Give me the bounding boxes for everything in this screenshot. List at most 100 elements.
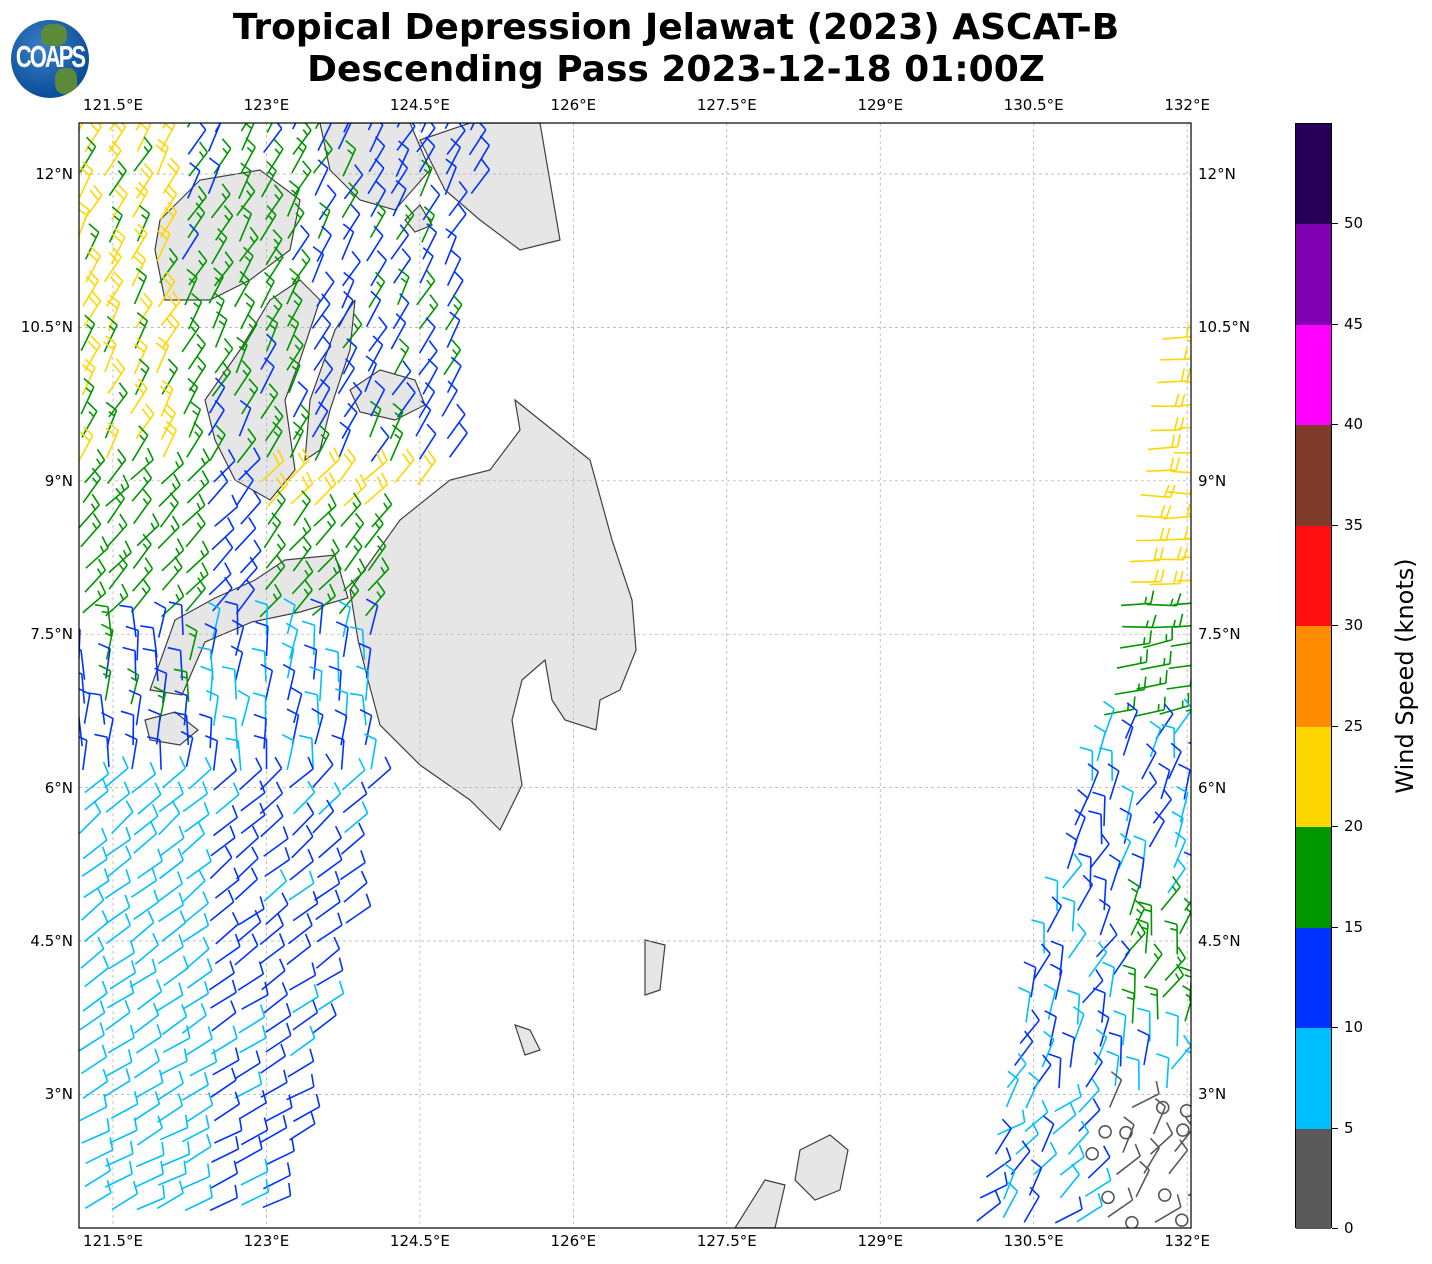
wind-barb: [1092, 987, 1106, 1023]
lat-tick-left: 12°N: [35, 165, 73, 183]
lon-tick-bottom: 124.5°E: [389, 1232, 450, 1250]
wind-barb: [259, 933, 286, 965]
wind-barb: [187, 185, 208, 221]
wind-barb: [130, 223, 148, 260]
wind-barb: [1127, 878, 1140, 916]
wind-barb: [1158, 762, 1171, 800]
wind-barb: [224, 600, 239, 635]
wind-barb: [395, 204, 415, 241]
wind-barb: [289, 1111, 316, 1141]
wind-barb: [82, 827, 108, 860]
wind-barb: [241, 378, 259, 415]
wind-barb: [79, 493, 100, 528]
wind-barb: [82, 980, 108, 1012]
wind-barb: [265, 229, 283, 266]
wind-barb: [120, 710, 135, 745]
plot-title-line2: Descending Pass 2023-12-18 01:00Z: [307, 49, 1045, 90]
wind-barb: [260, 271, 275, 309]
wind-barb: [370, 250, 388, 287]
landmass: [154, 169, 301, 301]
wind-barb: [156, 1180, 184, 1210]
wind-barb: [1092, 791, 1106, 827]
wind-barb: [159, 380, 174, 417]
wind-barb: [109, 1117, 138, 1144]
wind-barb: [259, 913, 285, 946]
wind-barb: [80, 377, 95, 415]
wind-barb: [1136, 670, 1168, 690]
wind-barb: [185, 512, 206, 548]
wind-barb: [161, 910, 187, 942]
wind-barb: [444, 123, 450, 130]
wind-barb: [286, 1073, 315, 1101]
wind-barb: [364, 472, 389, 505]
wind-barb: [1065, 832, 1078, 869]
wind-barb: [337, 290, 354, 328]
colorbar-tick-mark: [1332, 524, 1338, 526]
colorbar-bin: [1296, 124, 1331, 225]
wind-barb: [1184, 900, 1191, 911]
wind-barb: [241, 314, 258, 351]
colorbar-tick-label: 15: [1344, 917, 1364, 936]
wind-barb: [1093, 724, 1107, 762]
wind-barb: [446, 356, 462, 394]
wind-barb: [255, 621, 269, 657]
wind-barb: [94, 733, 110, 768]
wind-barb: [186, 123, 191, 128]
wind-barb: [1167, 742, 1182, 780]
wind-barb: [263, 982, 289, 1014]
colorbar-bin: [1296, 626, 1331, 727]
wind-barb: [159, 123, 176, 152]
wind-barb: [184, 801, 210, 833]
wind-barb: [181, 1072, 209, 1101]
wind-barb: [1142, 626, 1174, 649]
wind-barb: [285, 622, 299, 660]
wind-barb: [161, 538, 185, 572]
wind-barb: [343, 381, 363, 418]
wind-barb: [369, 201, 387, 239]
wind-barb: [87, 692, 106, 725]
wind-barb: [341, 250, 361, 287]
wind-barb: [81, 1117, 110, 1144]
wind-barb: [1067, 1120, 1090, 1155]
colorbar-tick-mark: [1332, 1228, 1338, 1229]
wind-barb: [238, 246, 254, 284]
wind-barb: [315, 511, 337, 546]
wind-barb: [469, 123, 475, 131]
wind-barb: [111, 800, 134, 834]
wind-barb: [1164, 920, 1179, 955]
wind-barb: [97, 642, 111, 679]
wind-barb: [186, 421, 204, 458]
wind-barb: [162, 756, 187, 789]
wind-barb: [80, 314, 96, 352]
wind-barb: [234, 1050, 261, 1080]
colorbar-bin: [1296, 324, 1331, 426]
wind-barb: [367, 335, 384, 372]
wind-barb: [173, 668, 190, 702]
wind-barb: [317, 202, 331, 239]
wind-barb: [81, 358, 96, 396]
wind-barb: [290, 686, 303, 724]
wind-barb: [240, 1117, 269, 1146]
colorbar-tick-mark: [1332, 1027, 1338, 1029]
lat-tick-left: 7.5°N: [30, 625, 73, 644]
wind-barb: [444, 158, 457, 196]
wind-barb: [292, 381, 309, 418]
wind-barb: [1136, 1007, 1151, 1042]
wind-barb: [1005, 1070, 1019, 1108]
wind-barb: [161, 556, 183, 591]
wind-barb: [210, 183, 231, 219]
wind-barb: [1176, 785, 1189, 823]
wind-barb: [106, 487, 126, 524]
wind-barb: [205, 735, 219, 771]
colorbar-tick-label: 50: [1344, 214, 1364, 233]
wind-barb: [286, 334, 304, 371]
wind-barb: [125, 625, 140, 661]
wind-barb: [158, 892, 185, 923]
wind-barb: [236, 180, 256, 216]
wind-barb: [133, 337, 148, 375]
wind-barb: [331, 734, 345, 770]
wind-barb: [210, 1160, 239, 1189]
wind-barb: [1181, 556, 1191, 559]
wind-barb: [105, 913, 132, 945]
